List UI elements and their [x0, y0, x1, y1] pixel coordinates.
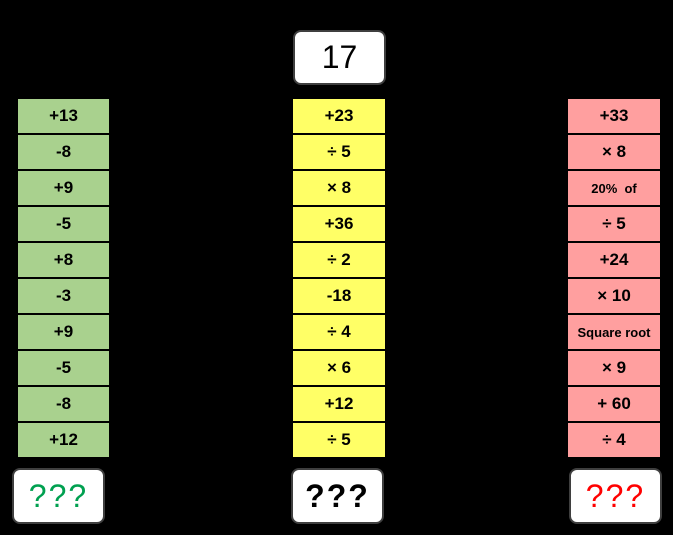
green-op-3: +9	[18, 171, 109, 205]
red-op-7: Square root	[568, 315, 660, 349]
green-op-10: +12	[18, 423, 109, 457]
yellow-answer-box: ???	[291, 468, 384, 524]
yellow-op-5: ÷ 2	[293, 243, 385, 277]
yellow-op-4: +36	[293, 207, 385, 241]
yellow-operations-column: +23 ÷ 5 × 8 +36 ÷ 2 -18 ÷ 4 × 6 +12 ÷ 5	[293, 99, 385, 459]
green-op-6: -3	[18, 279, 109, 313]
red-operations-column: +33 × 8 20% of ÷ 5 +24 × 10 Square root …	[568, 99, 660, 459]
red-op-4: ÷ 5	[568, 207, 660, 241]
yellow-op-8: × 6	[293, 351, 385, 385]
yellow-op-10: ÷ 5	[293, 423, 385, 457]
green-answer: ???	[28, 477, 89, 514]
yellow-op-3: × 8	[293, 171, 385, 205]
red-op-5: +24	[568, 243, 660, 277]
green-answer-box: ???	[12, 468, 105, 524]
red-op-10: ÷ 4	[568, 423, 660, 457]
green-op-1: +13	[18, 99, 109, 133]
green-op-5: +8	[18, 243, 109, 277]
red-answer-box: ???	[569, 468, 662, 524]
red-op-2: × 8	[568, 135, 660, 169]
green-op-4: -5	[18, 207, 109, 241]
yellow-op-6: -18	[293, 279, 385, 313]
green-op-9: -8	[18, 387, 109, 421]
red-answer: ???	[585, 477, 646, 514]
green-operations-column: +13 -8 +9 -5 +8 -3 +9 -5 -8 +12	[18, 99, 109, 459]
start-number-box: 17	[293, 30, 386, 85]
yellow-op-9: +12	[293, 387, 385, 421]
red-op-9: + 60	[568, 387, 660, 421]
red-op-3: 20% of	[568, 171, 660, 205]
green-op-7: +9	[18, 315, 109, 349]
yellow-op-1: +23	[293, 99, 385, 133]
red-op-8: × 9	[568, 351, 660, 385]
yellow-op-2: ÷ 5	[293, 135, 385, 169]
red-op-1: +33	[568, 99, 660, 133]
green-op-2: -8	[18, 135, 109, 169]
yellow-op-7: ÷ 4	[293, 315, 385, 349]
red-op-6: × 10	[568, 279, 660, 313]
start-number: 17	[321, 39, 358, 75]
yellow-answer: ???	[305, 477, 370, 514]
green-op-8: -5	[18, 351, 109, 385]
